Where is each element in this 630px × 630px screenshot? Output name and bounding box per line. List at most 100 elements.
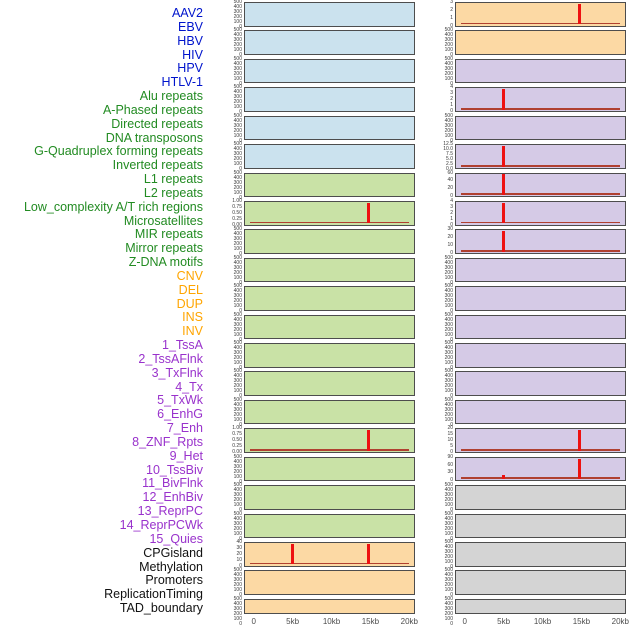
y-tick-label: 200: [233, 582, 242, 589]
y-ticks-z-dna-motifs: 500 400 300 200 100 0: [213, 511, 242, 541]
y-tick-label: 300: [444, 406, 453, 413]
y-tick-label: 0: [239, 24, 242, 30]
signal-peak: [578, 458, 582, 480]
y-tick-label: 0: [239, 421, 242, 428]
y-tick-label: 100: [233, 473, 242, 480]
y-ticks-mirror-repeats: 500 400 300 200 100 0: [213, 482, 242, 513]
signal-peak: [502, 89, 505, 110]
y-tick-label: 0: [239, 336, 242, 343]
y-ticks-hiv: 500 400 300 200 100 0: [213, 85, 242, 115]
signal-peak: [502, 145, 505, 167]
y-tick-label: 200: [233, 525, 242, 532]
row-label-6-enhg: 6_EnhG: [157, 407, 203, 422]
y-tick-label: 400: [233, 345, 242, 352]
y-tick-label: 0: [450, 535, 453, 542]
panel-5-txwk: [455, 172, 626, 198]
row-label-1-tssa: 1_TssA: [162, 338, 203, 353]
panel-directed-repeats: [244, 229, 415, 254]
y-ticks-dna-transposons: 500 400 300 200 100 0: [213, 255, 242, 286]
y-tick-label: 300: [233, 236, 242, 243]
y-tick-label: 0: [450, 193, 453, 200]
row-label-3-txflnk: 3_TxFlnk: [151, 365, 203, 380]
row-label-low-complexity-a-t-rich-regions: Low_complexity A/T rich regions: [23, 199, 203, 214]
y-tick-label: 300: [444, 350, 453, 357]
row-label-mirror-repeats: Mirror repeats: [125, 241, 203, 256]
y-ticks-directed-repeats: 500 400 300 200 100 0: [213, 227, 242, 257]
y-tick-label: 0: [450, 22, 453, 29]
y-tick-label: 100: [233, 274, 242, 281]
y-tick-label: 0: [239, 279, 242, 286]
y-tick-label: 0: [239, 592, 242, 599]
y-tick-label: 300: [233, 179, 242, 186]
y-tick-label: 400: [444, 487, 453, 494]
y-tick-label: 4: [450, 84, 453, 91]
y-tick-label: 200: [233, 14, 242, 20]
y-tick-label: 100: [444, 274, 453, 281]
y-ticks-aav2: 500 400 300 200 100 0: [213, 0, 242, 30]
y-ticks-g-quadruplex-forming-repeats: 500 400 300 200 100 0: [213, 284, 242, 314]
y-tick-label: 0.75: [232, 203, 242, 210]
y-tick-label: 400: [233, 572, 242, 579]
y-tick-label: 0: [450, 308, 453, 315]
y-tick-label: 0: [450, 221, 453, 228]
y-tick-label: 0: [450, 507, 453, 514]
y-tick-label: 300: [444, 492, 453, 499]
y-tick-label: 400: [444, 32, 453, 39]
y-tick-label: 200: [233, 127, 242, 134]
y-tick-label: 0.00: [232, 448, 242, 455]
y-tick-label: 500: [233, 112, 242, 119]
panel-13-reprpc: [455, 399, 626, 425]
y-ticks-1-tssa: 500 400 300 200 100 0: [424, 56, 453, 86]
y-tick-label: 400: [233, 117, 242, 124]
row-label-l2-repeats: L2 repeats: [143, 185, 203, 200]
y-tick-label: 0: [450, 477, 453, 484]
row-label-tad-boundary: TAD_boundary: [119, 601, 203, 616]
y-tick-label: 300: [233, 122, 242, 129]
row-label-12-enhbiv: 12_EnhBiv: [142, 490, 203, 505]
y-tick-label: 500: [444, 112, 453, 119]
row-label-a-phased-repeats: A-Phased repeats: [102, 102, 203, 117]
y-tick-label: 100: [444, 47, 453, 54]
y-tick-label: 0: [450, 620, 453, 627]
y-tick-label: 400: [233, 288, 242, 295]
y-ticks-hbv: 500 400 300 200 100 0: [213, 56, 242, 87]
y-tick-label: 300: [233, 350, 242, 357]
y-ticks-7-enh: 30 20 10 0: [424, 227, 453, 256]
y-tick-label: 200: [444, 411, 453, 418]
y-tick-label: 200: [233, 70, 242, 77]
row-label-ins: INS: [182, 310, 203, 325]
y-tick-label: 500: [444, 311, 453, 318]
y-tick-label: 300: [444, 122, 453, 129]
y-tick-label: 400: [233, 60, 242, 67]
y-tick-label: 0: [450, 249, 453, 256]
y-tick-label: 500: [233, 396, 242, 403]
row-label-11-bivflnk: 11_BivFlnk: [142, 476, 203, 491]
y-ticks-microsatellites: 1.00 0.75 0.50 0.25 0.00: [213, 426, 242, 455]
y-tick-label: 2: [450, 209, 453, 216]
panel-11-bivflnk: [455, 343, 626, 368]
y-tick-label: 2: [450, 96, 453, 103]
panel-dna-transposons: [244, 257, 415, 283]
y-tick-label: 20: [447, 234, 453, 241]
signal-baseline: [461, 448, 620, 451]
panel-g-quadruplex-forming-repeats: [244, 286, 415, 311]
y-tick-label: 20: [236, 550, 242, 557]
y-tick-label: 100: [444, 416, 453, 423]
y-tick-label: 100: [233, 189, 242, 196]
y-tick-label: 200: [233, 99, 242, 106]
y-tick-label: 0: [450, 393, 453, 400]
y-ticks-methylation: 500 400 300 200 100 0: [424, 511, 453, 542]
row-label-methylation: Methylation: [139, 559, 203, 574]
y-tick-label: 0: [239, 80, 242, 87]
y-tick-label: 500: [233, 482, 242, 489]
y-tick-label: 100: [233, 416, 242, 423]
y-tick-label: 100: [444, 388, 453, 395]
panel-7-enh: [455, 229, 626, 254]
y-tick-label: 500: [233, 340, 242, 347]
panel-a-phased-repeats: [244, 200, 415, 226]
y-tick-label: 400: [444, 515, 453, 522]
y-tick-label: 100: [444, 615, 453, 622]
y-tick-label: 10.0: [443, 146, 453, 153]
y-tick-label: 400: [444, 600, 453, 607]
y-tick-label: 400: [444, 572, 453, 579]
